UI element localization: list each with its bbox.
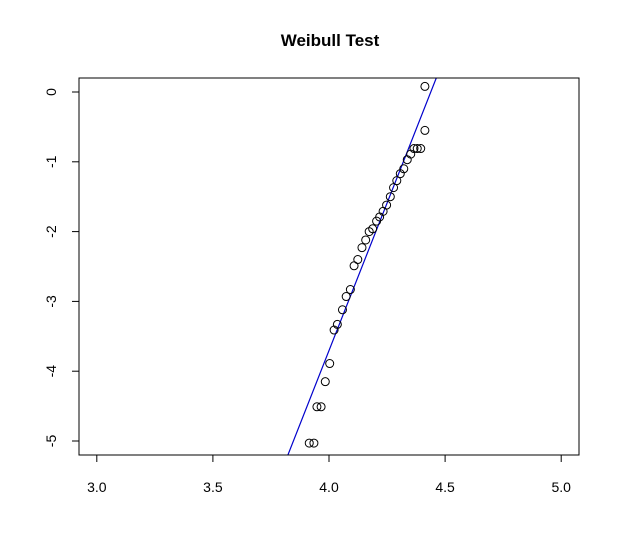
x-tick-label: 5.0 [551,479,571,495]
data-point [316,402,326,412]
data-point [357,243,367,253]
data-point [420,81,430,91]
data-point [325,359,335,369]
data-point [409,144,419,154]
data-point [361,235,371,245]
data-point [329,325,339,335]
data-point [412,144,422,154]
data-point [332,319,342,329]
data-point [420,125,430,135]
axes: 3.0 3.5 4.0 4.5 5.0 0 -1 -2 -3 -4 -5 [43,77,580,495]
data-point [304,438,314,448]
y-tick-label: -3 [43,295,59,308]
plot-area [287,78,437,455]
data-point [353,255,363,265]
data-point [399,164,409,174]
y-tick-label: 0 [43,88,59,96]
data-point [345,285,355,295]
chart-title: Weibull Test [281,31,380,50]
data-point [312,402,322,412]
x-tick-label: 3.0 [87,479,107,495]
data-point [368,224,378,234]
data-point [385,192,395,202]
plot-frame [78,77,580,456]
data-point [416,144,426,154]
data-point [382,200,392,210]
y-tick-label: -5 [43,435,59,448]
x-tick-label: 4.5 [435,479,455,495]
y-tick-label: -4 [43,365,59,378]
data-point [406,149,416,159]
data-point [309,438,319,448]
y-tick-label: -2 [43,225,59,238]
data-point [337,305,347,315]
fit-line [287,78,437,455]
data-point [341,292,351,302]
y-tick-label: -1 [43,155,59,168]
x-tick-label: 3.5 [203,479,223,495]
x-tick-label: 4.0 [319,479,339,495]
data-point [320,377,330,387]
data-point [392,176,402,186]
